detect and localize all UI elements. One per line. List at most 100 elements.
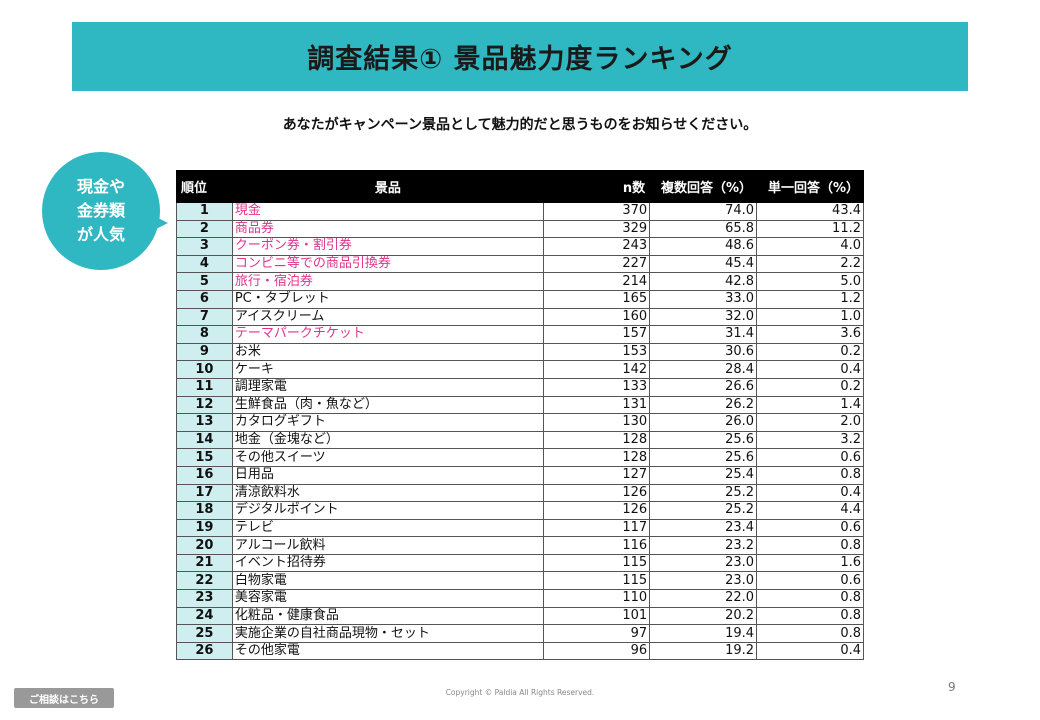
item-cell: 清涼飲料水 — [231, 483, 544, 503]
rank-cell: 11 — [176, 377, 233, 397]
callout-line: 金券類 — [76, 201, 125, 220]
rank-cell: 12 — [176, 395, 233, 415]
table-row: 17 清涼飲料水 126 25.2 0.4 — [176, 483, 864, 503]
item-cell: テーマパークチケット — [231, 325, 544, 344]
item-cell: 生鮮食品（肉・魚など） — [231, 395, 544, 415]
rank-cell: 13 — [176, 413, 233, 432]
single-cell: 2.0 — [756, 413, 864, 432]
callout-line: 現金や — [76, 177, 125, 196]
consult-button[interactable]: ご相談はこちら — [14, 688, 114, 708]
multi-cell: 48.6 — [649, 237, 758, 256]
n-cell: 117 — [542, 518, 651, 538]
rank-cell: 22 — [176, 571, 233, 591]
item-cell: 美容家電 — [231, 589, 544, 608]
table-row: 15 その他スイーツ 128 25.6 0.6 — [176, 448, 864, 467]
n-cell: 96 — [542, 641, 651, 661]
multi-cell: 23.0 — [649, 571, 758, 591]
multi-cell: 23.2 — [649, 536, 758, 555]
rank-cell: 17 — [176, 483, 233, 503]
rank-cell: 21 — [176, 553, 233, 573]
table-row: 5 旅行・宿泊券 214 42.8 5.0 — [176, 272, 864, 291]
item-cell: クーポン券・割引券 — [231, 237, 544, 256]
table-row: 23 美容家電 110 22.0 0.8 — [176, 589, 864, 608]
multi-cell: 32.0 — [649, 307, 758, 327]
item-cell: 実施企業の自社商品現物・セット — [231, 624, 544, 643]
rank-cell: 16 — [176, 465, 233, 485]
item-cell: テレビ — [231, 518, 544, 538]
item-cell: 旅行・宿泊券 — [231, 272, 544, 291]
multi-cell: 33.0 — [649, 289, 758, 309]
item-cell: カタログギフト — [231, 413, 544, 432]
single-cell: 0.4 — [756, 483, 864, 503]
single-cell: 1.0 — [756, 307, 864, 327]
single-cell: 0.6 — [756, 571, 864, 591]
page-title: 調査結果① 景品魅力度ランキング — [307, 44, 733, 75]
multi-cell: 26.2 — [649, 395, 758, 415]
table-row: 26 その他家電 96 19.2 0.4 — [176, 641, 864, 661]
single-cell: 1.6 — [756, 553, 864, 573]
item-cell: 現金 — [231, 202, 544, 221]
multi-cell: 20.2 — [649, 606, 758, 626]
rank-cell: 9 — [176, 342, 233, 362]
n-cell: 165 — [542, 289, 651, 309]
title-banner: 調査結果① 景品魅力度ランキング — [72, 22, 968, 91]
multi-cell: 31.4 — [649, 325, 758, 344]
table-row: 1 現金 370 74.0 43.4 — [176, 202, 864, 221]
table-row: 11 調理家電 133 26.6 0.2 — [176, 377, 864, 397]
multi-cell: 65.8 — [649, 219, 758, 239]
n-cell: 101 — [542, 606, 651, 626]
rank-cell: 6 — [176, 289, 233, 309]
n-cell: 126 — [542, 483, 651, 503]
table-row: 22 白物家電 115 23.0 0.6 — [176, 571, 864, 591]
n-cell: 157 — [542, 325, 651, 344]
table-row: 10 ケーキ 142 28.4 0.4 — [176, 360, 864, 379]
multi-cell: 25.6 — [649, 430, 758, 450]
multi-cell: 23.4 — [649, 518, 758, 538]
table-row: 20 アルコール飲料 116 23.2 0.8 — [176, 536, 864, 555]
multi-cell: 45.4 — [649, 254, 758, 274]
item-cell: その他スイーツ — [231, 448, 544, 467]
table-row: 18 デジタルポイント 126 25.2 4.4 — [176, 501, 864, 520]
table-row: 6 PC・タブレット 165 33.0 1.2 — [176, 289, 864, 309]
item-cell: 化粧品・健康食品 — [231, 606, 544, 626]
item-cell: イベント招待券 — [231, 553, 544, 573]
table-row: 12 生鮮食品（肉・魚など） 131 26.2 1.4 — [176, 395, 864, 415]
single-cell: 0.4 — [756, 641, 864, 661]
n-cell: 128 — [542, 448, 651, 467]
multi-cell: 25.2 — [649, 501, 758, 520]
item-cell: コンビニ等での商品引換券 — [231, 254, 544, 274]
rank-cell: 23 — [176, 589, 233, 608]
item-cell: PC・タブレット — [231, 289, 544, 309]
n-cell: 115 — [542, 571, 651, 591]
n-cell: 97 — [542, 624, 651, 643]
single-cell: 0.8 — [756, 589, 864, 608]
multi-cell: 25.4 — [649, 465, 758, 485]
item-cell: アルコール飲料 — [231, 536, 544, 555]
multi-cell: 28.4 — [649, 360, 758, 379]
n-cell: 126 — [542, 501, 651, 520]
n-cell: 214 — [542, 272, 651, 291]
header-single: 単一回答（%） — [756, 170, 864, 203]
n-cell: 153 — [542, 342, 651, 362]
multi-cell: 74.0 — [649, 202, 758, 221]
item-cell: ケーキ — [231, 360, 544, 379]
n-cell: 227 — [542, 254, 651, 274]
n-cell: 130 — [542, 413, 651, 432]
item-cell: アイスクリーム — [231, 307, 544, 327]
n-cell: 110 — [542, 589, 651, 608]
header-multi: 複数回答（%） — [649, 170, 758, 203]
item-cell: 地金（金塊など） — [231, 430, 544, 450]
item-cell: デジタルポイント — [231, 501, 544, 520]
item-cell: お米 — [231, 342, 544, 362]
n-cell: 329 — [542, 219, 651, 239]
table-row: 13 カタログギフト 130 26.0 2.0 — [176, 413, 864, 432]
n-cell: 128 — [542, 430, 651, 450]
rank-cell: 15 — [176, 448, 233, 467]
item-cell: 調理家電 — [231, 377, 544, 397]
rank-cell: 7 — [176, 307, 233, 327]
rank-cell: 4 — [176, 254, 233, 274]
n-cell: 115 — [542, 553, 651, 573]
single-cell: 0.8 — [756, 536, 864, 555]
table-row: 25 実施企業の自社商品現物・セット 97 19.4 0.8 — [176, 624, 864, 643]
table-row: 19 テレビ 117 23.4 0.6 — [176, 518, 864, 538]
